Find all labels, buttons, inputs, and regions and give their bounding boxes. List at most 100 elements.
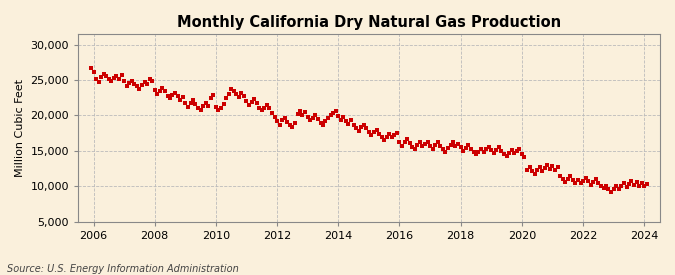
- Point: [134, 86, 145, 91]
- Point: [491, 148, 502, 152]
- Point: [463, 143, 474, 147]
- Point: [618, 181, 629, 186]
- Point: [343, 122, 354, 126]
- Point: [129, 81, 140, 86]
- Point: [139, 80, 150, 84]
- Point: [331, 109, 342, 113]
- Point: [239, 94, 250, 98]
- Point: [400, 140, 410, 145]
- Point: [392, 131, 402, 135]
- Point: [318, 122, 329, 127]
- Point: [614, 187, 624, 191]
- Point: [354, 129, 364, 133]
- Point: [417, 144, 428, 148]
- Point: [304, 118, 315, 123]
- Point: [159, 89, 170, 94]
- Point: [481, 147, 491, 152]
- Point: [221, 95, 232, 100]
- Point: [211, 105, 221, 109]
- Point: [547, 164, 558, 169]
- Point: [254, 105, 265, 110]
- Point: [488, 151, 499, 155]
- Point: [178, 95, 188, 99]
- Point: [379, 138, 389, 142]
- Point: [631, 180, 642, 184]
- Point: [639, 183, 649, 188]
- Point: [142, 82, 153, 86]
- Point: [335, 117, 346, 122]
- Point: [101, 74, 112, 79]
- Point: [249, 97, 260, 101]
- Point: [241, 99, 252, 103]
- Point: [621, 185, 632, 189]
- Point: [601, 183, 612, 188]
- Point: [103, 77, 114, 81]
- Point: [364, 130, 375, 134]
- Point: [259, 105, 269, 110]
- Point: [606, 190, 617, 194]
- Point: [234, 95, 244, 99]
- Point: [157, 86, 168, 90]
- Point: [522, 168, 533, 172]
- Title: Monthly California Dry Natural Gas Production: Monthly California Dry Natural Gas Produ…: [177, 15, 561, 30]
- Point: [149, 88, 160, 92]
- Point: [384, 132, 395, 136]
- Point: [155, 89, 165, 93]
- Point: [231, 92, 242, 96]
- Point: [496, 149, 507, 153]
- Point: [93, 80, 104, 84]
- Point: [116, 73, 127, 77]
- Point: [524, 165, 535, 169]
- Point: [226, 86, 237, 91]
- Point: [152, 92, 163, 96]
- Point: [98, 72, 109, 76]
- Point: [509, 151, 520, 155]
- Point: [198, 104, 209, 108]
- Point: [511, 149, 522, 153]
- Point: [302, 115, 313, 119]
- Point: [96, 75, 107, 79]
- Point: [473, 149, 484, 154]
- Point: [338, 115, 349, 119]
- Point: [629, 183, 640, 187]
- Point: [532, 168, 543, 172]
- Point: [358, 122, 369, 127]
- Point: [290, 121, 300, 125]
- Point: [190, 102, 200, 106]
- Point: [453, 142, 464, 146]
- Point: [111, 73, 122, 78]
- Point: [446, 143, 456, 147]
- Point: [325, 113, 336, 118]
- Point: [641, 182, 652, 186]
- Point: [124, 81, 135, 85]
- Point: [188, 98, 198, 102]
- Point: [448, 140, 458, 145]
- Point: [327, 110, 338, 115]
- Point: [588, 180, 599, 184]
- Point: [430, 143, 441, 147]
- Point: [119, 79, 130, 84]
- Point: [264, 106, 275, 111]
- Point: [323, 116, 333, 120]
- Point: [450, 144, 461, 148]
- Y-axis label: Million Cubic Feet: Million Cubic Feet: [15, 79, 25, 177]
- Point: [350, 126, 361, 130]
- Point: [244, 103, 254, 107]
- Point: [404, 141, 415, 145]
- Point: [534, 165, 545, 169]
- Point: [435, 144, 446, 148]
- Point: [381, 134, 392, 139]
- Point: [570, 181, 580, 185]
- Point: [442, 146, 453, 150]
- Point: [126, 78, 137, 83]
- Point: [136, 83, 147, 87]
- Point: [262, 103, 273, 107]
- Point: [377, 135, 387, 140]
- Point: [499, 152, 510, 156]
- Point: [313, 117, 323, 121]
- Point: [193, 106, 204, 111]
- Point: [476, 147, 487, 151]
- Point: [348, 122, 359, 127]
- Point: [205, 95, 216, 100]
- Point: [203, 103, 214, 108]
